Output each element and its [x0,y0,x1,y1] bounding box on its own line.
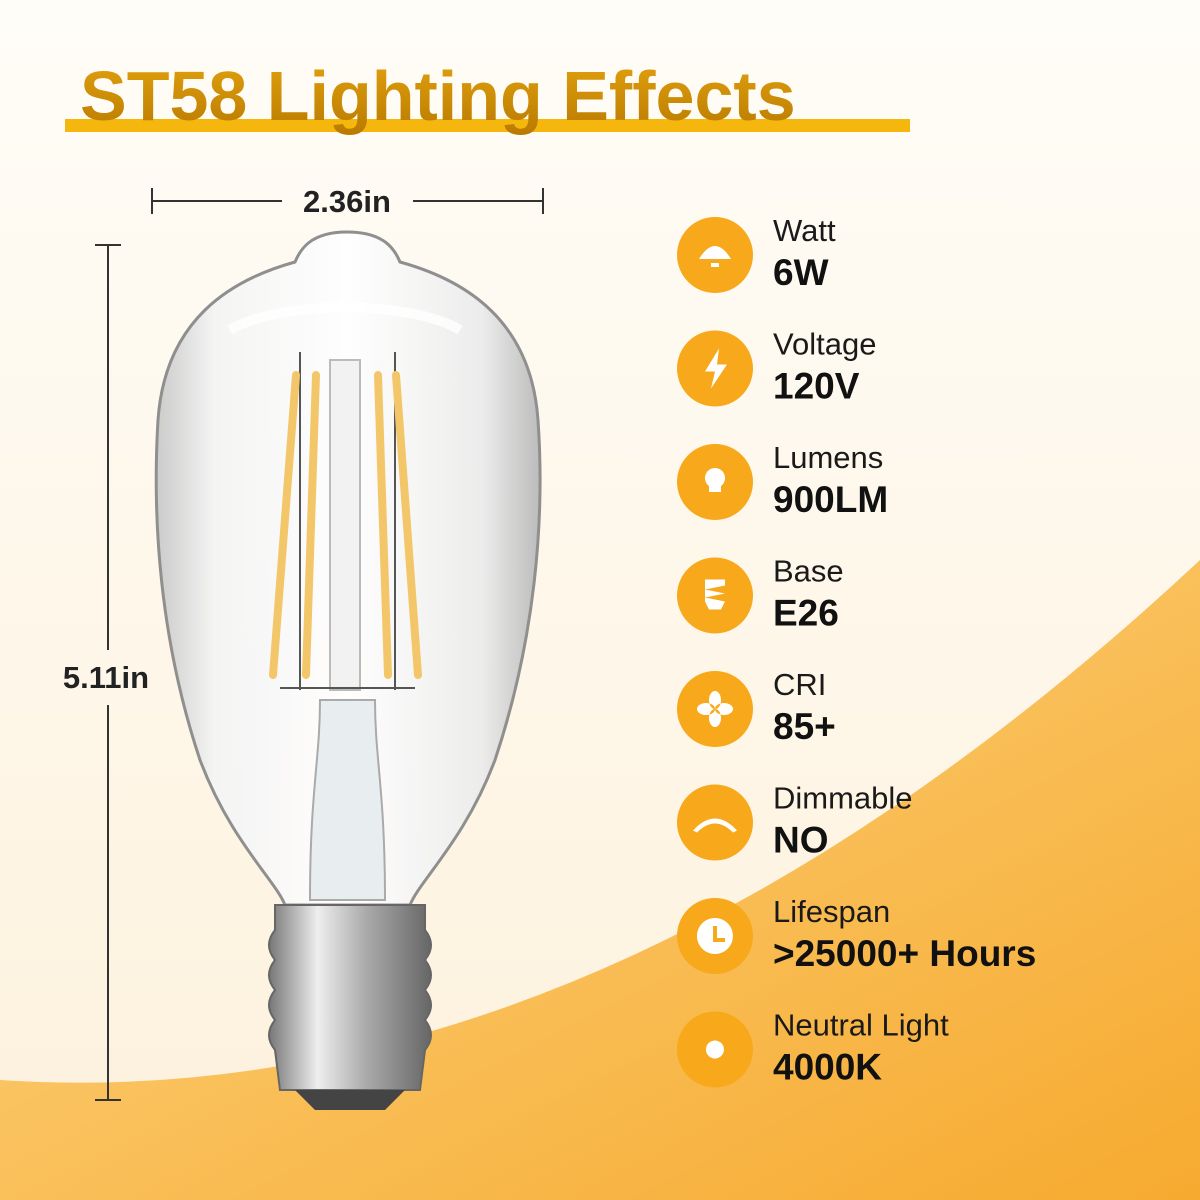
background-wave [0,560,1200,1200]
spec-icon-glyph [705,579,725,610]
spec-item: Base E26 [677,554,844,634]
spec-icon-glyph [697,691,733,727]
spec-item: Voltage 120V [677,327,876,407]
spec-value: NO [773,820,829,861]
spec-icon [677,898,753,974]
spec-value: 6W [773,252,829,293]
spec-label: Watt [773,213,836,248]
spec-value: 120V [773,366,860,407]
spec-item: Lumens 900LM [677,440,888,520]
spec-icon-glyph [699,246,731,267]
spec-label: CRI [773,667,826,702]
spec-label: Lumens [773,440,883,475]
spec-label: Lifespan [773,894,890,929]
title: ST58 Lighting Effects [80,57,796,135]
spec-value: E26 [773,593,839,634]
spec-icon-glyph [693,818,737,833]
spec-icon-glyph [696,918,733,954]
width-label: 2.36in [303,184,391,219]
height-dimension: 5.11in [63,244,149,1101]
spec-value: 4000K [773,1047,882,1088]
spec-icon-glyph [705,348,727,389]
spec-value: >25000+ Hours [773,933,1036,974]
spec-icon-glyph [705,468,725,492]
spec-item: Neutral Light 4000K [677,1008,949,1088]
title-underline [65,119,910,132]
spec-item: Dimmable NO [677,781,913,861]
spec-label: Voltage [773,327,876,362]
spec-item: Watt 6W [677,213,836,293]
spec-item: Lifespan >25000+ Hours [677,894,1036,974]
spec-list: Watt 6W Voltage 120V Lumens 900LM Base E26 CRI 85… [677,213,1036,1088]
spec-label: Neutral Light [773,1008,949,1043]
width-dimension: 2.36in [151,184,544,219]
spec-value: 900LM [773,479,888,520]
spec-value: 85+ [773,706,836,747]
spec-label: Base [773,554,844,589]
spec-item: CRI 85+ [677,667,836,747]
spec-icon-glyph [705,1040,724,1059]
height-label: 5.11in [63,660,149,695]
spec-label: Dimmable [773,781,913,816]
bulb-illustration [154,230,542,1110]
